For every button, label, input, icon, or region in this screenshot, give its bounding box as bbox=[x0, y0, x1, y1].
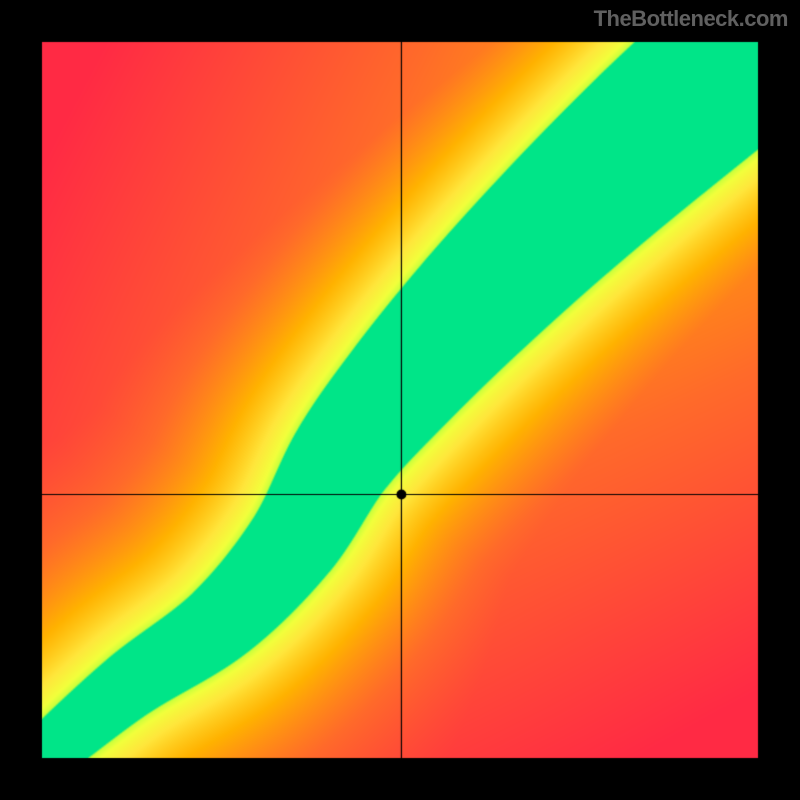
watermark-text: TheBottleneck.com bbox=[594, 6, 788, 32]
chart-container: TheBottleneck.com bbox=[0, 0, 800, 800]
heatmap-canvas bbox=[0, 0, 800, 800]
